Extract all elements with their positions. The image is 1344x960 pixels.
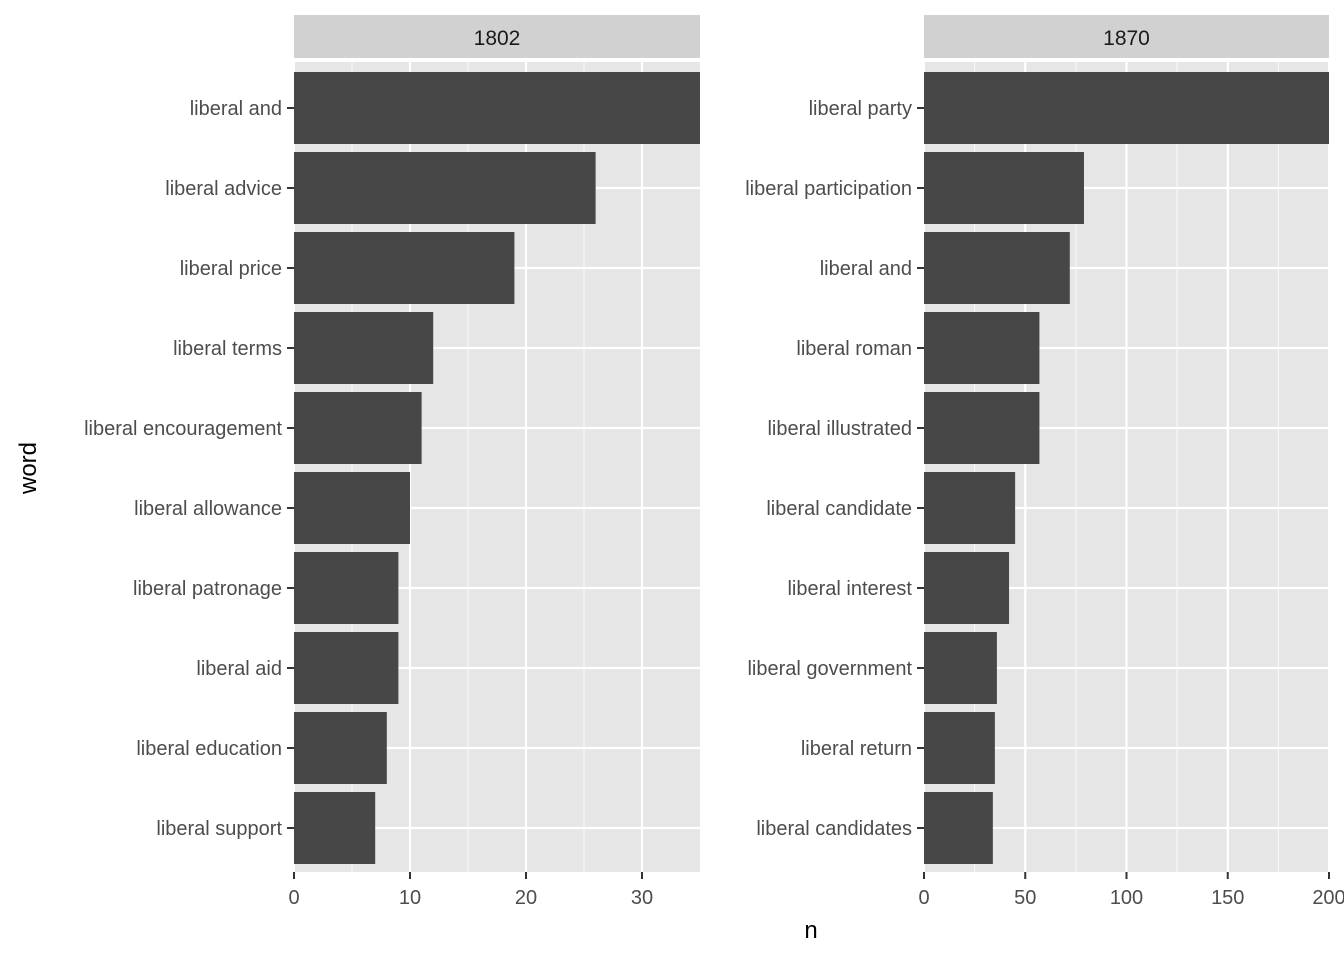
x-tick-label: 30 [631,887,653,909]
bar-1802-7 [294,632,399,704]
bar-1870-1 [924,152,1084,224]
y-tick-label: liberal government [747,658,912,680]
facet-strip-1802 [294,15,700,58]
y-tick-label: liberal and [820,258,912,280]
bar-1870-7 [924,632,997,704]
y-tick-label: liberal advice [165,178,282,200]
x-tick-label: 150 [1211,887,1244,909]
x-tick-label: 10 [399,887,421,909]
y-tick-label: liberal return [801,738,912,760]
x-tick-label: 20 [515,887,537,909]
y-tick-label: liberal candidates [756,818,912,840]
bar-1870-4 [924,392,1040,464]
y-tick-label: liberal education [136,738,282,760]
y-tick-label: liberal terms [173,338,282,360]
bar-1802-0 [294,72,700,144]
bar-1802-3 [294,312,434,384]
y-tick-label: liberal participation [745,178,912,200]
facet-strip-1870 [924,15,1329,58]
x-tick-label: 0 [288,887,299,909]
y-tick-label: liberal roman [796,338,912,360]
bar-1802-9 [294,792,376,864]
bar-1802-5 [294,472,410,544]
bar-1802-2 [294,232,515,304]
bar-1802-4 [294,392,422,464]
bar-1870-2 [924,232,1070,304]
x-tick-label: 0 [918,887,929,909]
bar-1802-6 [294,552,399,624]
y-tick-label: liberal candidate [766,498,912,520]
x-axis-title: n [804,917,817,944]
y-tick-label: liberal interest [787,578,912,600]
y-tick-label: liberal encouragement [84,418,282,440]
bar-1870-5 [924,472,1016,544]
facet-strip-label: 1802 [474,27,521,50]
bar-1870-6 [924,552,1010,624]
y-tick-label: liberal patronage [133,578,282,600]
x-tick-label: 50 [1014,887,1036,909]
x-tick-label: 200 [1312,887,1344,909]
y-tick-label: liberal and [190,98,282,120]
x-tick-label: 100 [1110,887,1143,909]
y-tick-label: liberal aid [196,658,282,680]
bar-1870-8 [924,712,995,784]
bar-1802-1 [294,152,596,224]
bar-1870-9 [924,792,993,864]
y-axis-title: word [15,442,42,495]
bar-1802-8 [294,712,387,784]
y-tick-label: liberal illustrated [767,418,912,440]
y-tick-label: liberal party [809,98,912,120]
facet-strip-label: 1870 [1103,27,1150,50]
y-tick-label: liberal support [156,818,282,840]
y-tick-label: liberal allowance [134,498,282,520]
bar-1870-0 [924,72,1329,144]
y-tick-label: liberal price [180,258,282,280]
bar-1870-3 [924,312,1040,384]
